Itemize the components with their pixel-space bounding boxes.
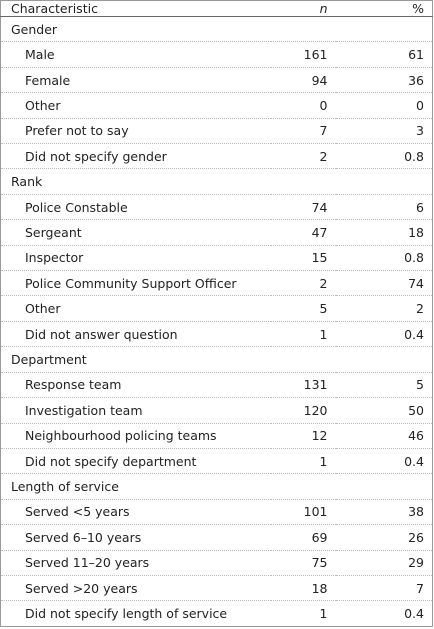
row-label: Inspector [0, 245, 271, 272]
percent-cell: 2 [335, 295, 433, 322]
row-label: Did not specify department [0, 448, 271, 475]
count-cell: 2 [270, 143, 336, 170]
section-row: Length of service [0, 473, 433, 500]
count-cell: 18 [270, 575, 336, 602]
item-row: Served >20 years 18 7 [0, 575, 433, 602]
section-title: Rank [0, 168, 433, 195]
percent-cell: 0.8 [335, 143, 433, 170]
count-cell: 5 [270, 295, 336, 322]
section-row: Department [0, 346, 433, 373]
row-label: Did not specify length of service [0, 600, 271, 627]
count-cell: 74 [270, 194, 336, 221]
section-title: Gender [0, 16, 433, 43]
row-label: Other [0, 92, 271, 119]
count-cell: 75 [270, 550, 336, 576]
row-label: Did not answer question [0, 321, 271, 348]
percent-cell: 26 [335, 524, 433, 551]
count-cell: 94 [270, 67, 336, 94]
row-label: Served <5 years [0, 499, 271, 526]
count-cell: 120 [270, 397, 336, 424]
item-row: Served 11–20 years 75 29 [0, 550, 433, 576]
percent-cell: 36 [335, 67, 433, 94]
item-row: Served <5 years 101 38 [0, 499, 433, 526]
item-row: Did not specify length of service 1 0.4 [0, 600, 433, 627]
count-cell: 101 [270, 499, 336, 526]
percent-cell: 74 [335, 270, 433, 297]
item-row: Did not answer question 1 0.4 [0, 321, 433, 348]
percent-cell: 0.4 [335, 600, 433, 627]
item-row: Female 94 36 [0, 67, 433, 94]
percent-cell: 7 [335, 575, 433, 602]
percent-cell: 18 [335, 219, 433, 246]
table-body: Gender Male 161 61 Female 94 36 Other 0 0 Prefer n… [0, 16, 433, 627]
item-row: Did not specify department 1 0.4 [0, 448, 433, 475]
percent-cell: 50 [335, 397, 433, 424]
item-row: Prefer not to say 7 3 [0, 118, 433, 145]
row-label: Police Constable [0, 194, 271, 221]
count-cell: 15 [270, 245, 336, 272]
percent-cell: 46 [335, 423, 433, 449]
count-cell: 12 [270, 423, 336, 449]
percent-cell: 6 [335, 194, 433, 221]
count-cell: 1 [270, 600, 336, 627]
percent-cell: 0.4 [335, 321, 433, 348]
item-row: Neighbourhood policing teams 12 46 [0, 423, 433, 449]
count-cell: 1 [270, 448, 336, 475]
header-cell: Characteristic [0, 0, 271, 17]
count-cell: 161 [270, 41, 336, 68]
section-title: Length of service [0, 473, 433, 500]
row-label: Other [0, 295, 271, 322]
section-row: Rank [0, 168, 433, 195]
count-cell: 7 [270, 118, 336, 145]
row-label: Female [0, 67, 271, 94]
item-row: Other 5 2 [0, 295, 433, 322]
item-row: Police Community Support Officer 2 74 [0, 270, 433, 297]
item-row: Served 6–10 years 69 26 [0, 524, 433, 551]
count-cell: 0 [270, 92, 336, 119]
count-cell: 2 [270, 270, 336, 297]
row-label: Did not specify gender [0, 143, 271, 170]
row-label: Police Community Support Officer [0, 270, 271, 297]
percent-cell: 5 [335, 372, 433, 399]
row-label: Served 11–20 years [0, 550, 271, 576]
item-row: Male 161 61 [0, 41, 433, 68]
row-label: Male [0, 41, 271, 68]
header-cell: n [270, 0, 336, 17]
percent-cell: 3 [335, 118, 433, 145]
percent-cell: 61 [335, 41, 433, 68]
count-cell: 69 [270, 524, 336, 551]
row-label: Served 6–10 years [0, 524, 271, 551]
item-row: Police Constable 74 6 [0, 194, 433, 221]
item-row: Did not specify gender 2 0.8 [0, 143, 433, 170]
row-label: Investigation team [0, 397, 271, 424]
item-row: Sergeant 47 18 [0, 219, 433, 246]
item-row: Investigation team 120 50 [0, 397, 433, 424]
row-label: Served >20 years [0, 575, 271, 602]
section-title: Department [0, 346, 433, 373]
item-row: Inspector 15 0.8 [0, 245, 433, 272]
section-row: Gender [0, 16, 433, 43]
percent-cell: 0.8 [335, 245, 433, 272]
count-cell: 1 [270, 321, 336, 348]
percent-cell: 0 [335, 92, 433, 119]
row-label: Sergeant [0, 219, 271, 246]
header-row: Characteristic n % [0, 0, 433, 17]
percent-cell: 29 [335, 550, 433, 576]
count-cell: 131 [270, 372, 336, 399]
header-cell: % [335, 0, 433, 17]
percent-cell: 38 [335, 499, 433, 526]
item-row: Response team 131 5 [0, 372, 433, 399]
count-cell: 47 [270, 219, 336, 246]
row-label: Response team [0, 372, 271, 399]
row-label: Prefer not to say [0, 118, 271, 145]
row-label: Neighbourhood policing teams [0, 423, 271, 449]
item-row: Other 0 0 [0, 92, 433, 119]
percent-cell: 0.4 [335, 448, 433, 475]
